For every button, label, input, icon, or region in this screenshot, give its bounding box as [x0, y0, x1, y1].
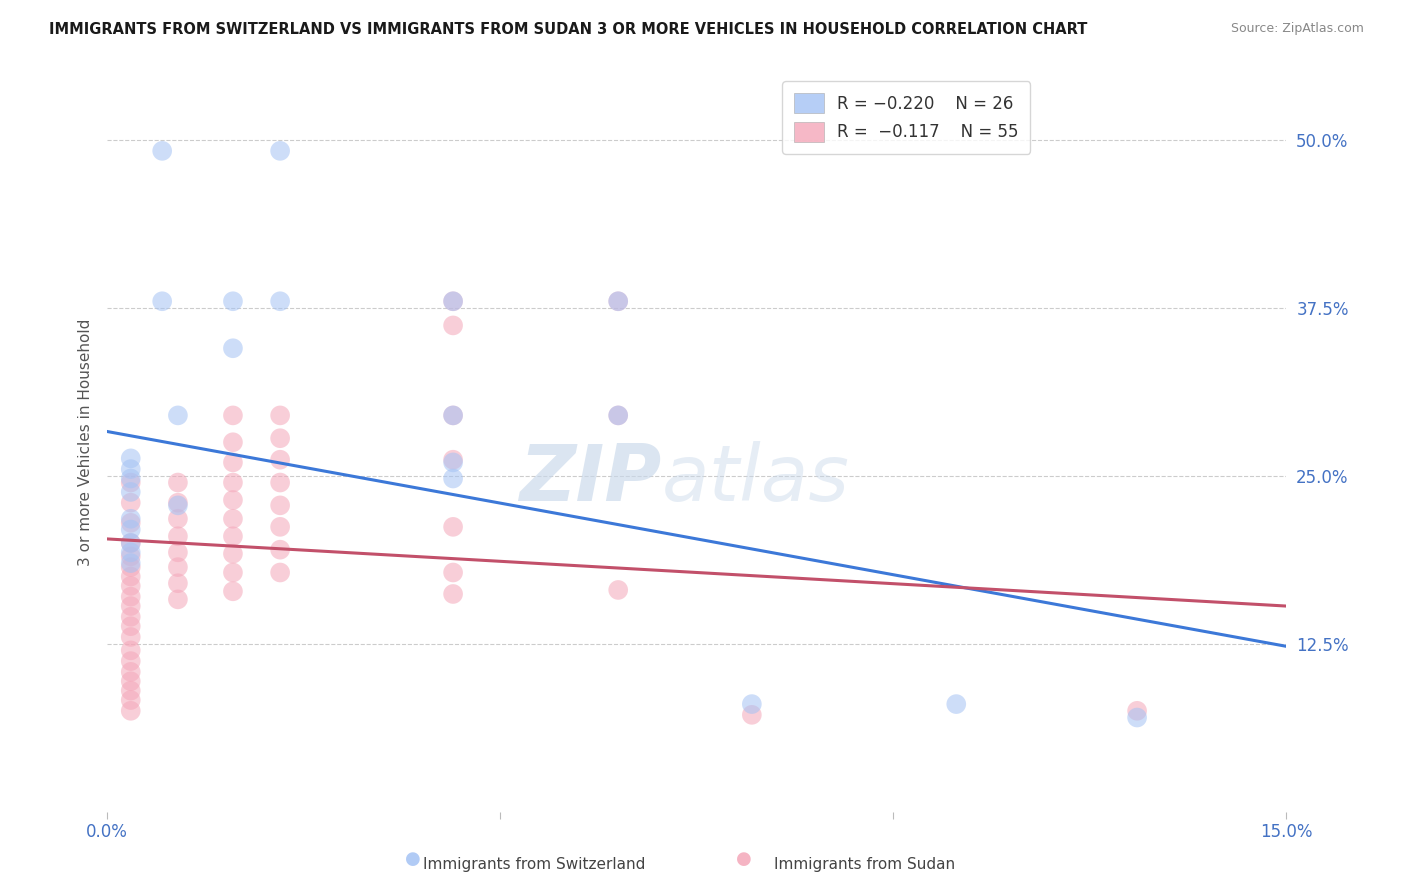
Point — [222, 475, 245, 490]
Point — [441, 409, 464, 423]
Point — [222, 566, 245, 580]
Point — [945, 697, 967, 711]
Point — [441, 587, 464, 601]
Point — [222, 435, 245, 450]
Point — [441, 294, 464, 309]
Point — [120, 599, 142, 613]
Point — [167, 545, 190, 559]
Point — [120, 560, 142, 574]
Point — [167, 496, 190, 510]
Point — [120, 545, 142, 559]
Point — [167, 576, 190, 591]
Point — [222, 493, 245, 508]
Point — [222, 529, 245, 543]
Point — [269, 475, 291, 490]
Point — [269, 294, 291, 309]
Point — [269, 566, 291, 580]
Point — [222, 584, 245, 599]
Point — [120, 496, 142, 510]
Point — [120, 475, 142, 490]
Point — [120, 556, 142, 570]
Point — [120, 683, 142, 698]
Point — [441, 452, 464, 467]
Point — [120, 630, 142, 644]
Point — [167, 512, 190, 526]
Point — [120, 665, 142, 679]
Point — [1126, 704, 1149, 718]
Point — [441, 409, 464, 423]
Point — [741, 697, 763, 711]
Text: atlas: atlas — [661, 442, 849, 517]
Point — [120, 693, 142, 707]
Point — [741, 707, 763, 722]
Point — [120, 579, 142, 593]
Text: ZIP: ZIP — [519, 442, 661, 517]
Point — [167, 592, 190, 607]
Point — [120, 549, 142, 564]
Point — [269, 452, 291, 467]
Point — [120, 643, 142, 657]
Point — [607, 409, 630, 423]
Point — [607, 582, 630, 597]
Y-axis label: 3 or more Vehicles in Household: 3 or more Vehicles in Household — [79, 318, 93, 566]
Point — [120, 451, 142, 466]
Point — [269, 520, 291, 534]
Text: Immigrants from Switzerland: Immigrants from Switzerland — [423, 857, 645, 872]
Point — [441, 455, 464, 469]
Point — [120, 462, 142, 476]
Point — [222, 547, 245, 561]
Text: Immigrants from Sudan: Immigrants from Sudan — [775, 857, 955, 872]
Point — [120, 590, 142, 604]
Point — [120, 704, 142, 718]
Point — [269, 144, 291, 158]
Point — [167, 409, 190, 423]
Point — [120, 536, 142, 550]
Point — [441, 294, 464, 309]
Text: IMMIGRANTS FROM SWITZERLAND VS IMMIGRANTS FROM SUDAN 3 OR MORE VEHICLES IN HOUSE: IMMIGRANTS FROM SWITZERLAND VS IMMIGRANT… — [49, 22, 1088, 37]
Point — [167, 475, 190, 490]
Point — [120, 484, 142, 499]
Text: ●: ● — [405, 850, 422, 868]
Point — [150, 144, 173, 158]
Point — [269, 542, 291, 557]
Point — [120, 569, 142, 583]
Point — [120, 609, 142, 624]
Point — [120, 619, 142, 633]
Point — [120, 654, 142, 668]
Point — [150, 294, 173, 309]
Point — [441, 471, 464, 485]
Point — [167, 529, 190, 543]
Point — [222, 512, 245, 526]
Point — [120, 471, 142, 485]
Point — [269, 409, 291, 423]
Point — [1126, 710, 1149, 724]
Point — [269, 431, 291, 445]
Point — [441, 520, 464, 534]
Point — [607, 294, 630, 309]
Point — [120, 674, 142, 689]
Point — [441, 566, 464, 580]
Legend: R = −0.220    N = 26, R =  −0.117    N = 55: R = −0.220 N = 26, R = −0.117 N = 55 — [782, 81, 1031, 153]
Point — [120, 536, 142, 550]
Point — [167, 499, 190, 513]
Point — [269, 499, 291, 513]
Text: Source: ZipAtlas.com: Source: ZipAtlas.com — [1230, 22, 1364, 36]
Point — [120, 512, 142, 526]
Text: ●: ● — [735, 850, 752, 868]
Point — [120, 516, 142, 530]
Point — [167, 560, 190, 574]
Point — [222, 294, 245, 309]
Point — [222, 341, 245, 355]
Point — [441, 318, 464, 333]
Point — [607, 294, 630, 309]
Point — [222, 455, 245, 469]
Point — [120, 523, 142, 537]
Point — [222, 409, 245, 423]
Point — [607, 409, 630, 423]
